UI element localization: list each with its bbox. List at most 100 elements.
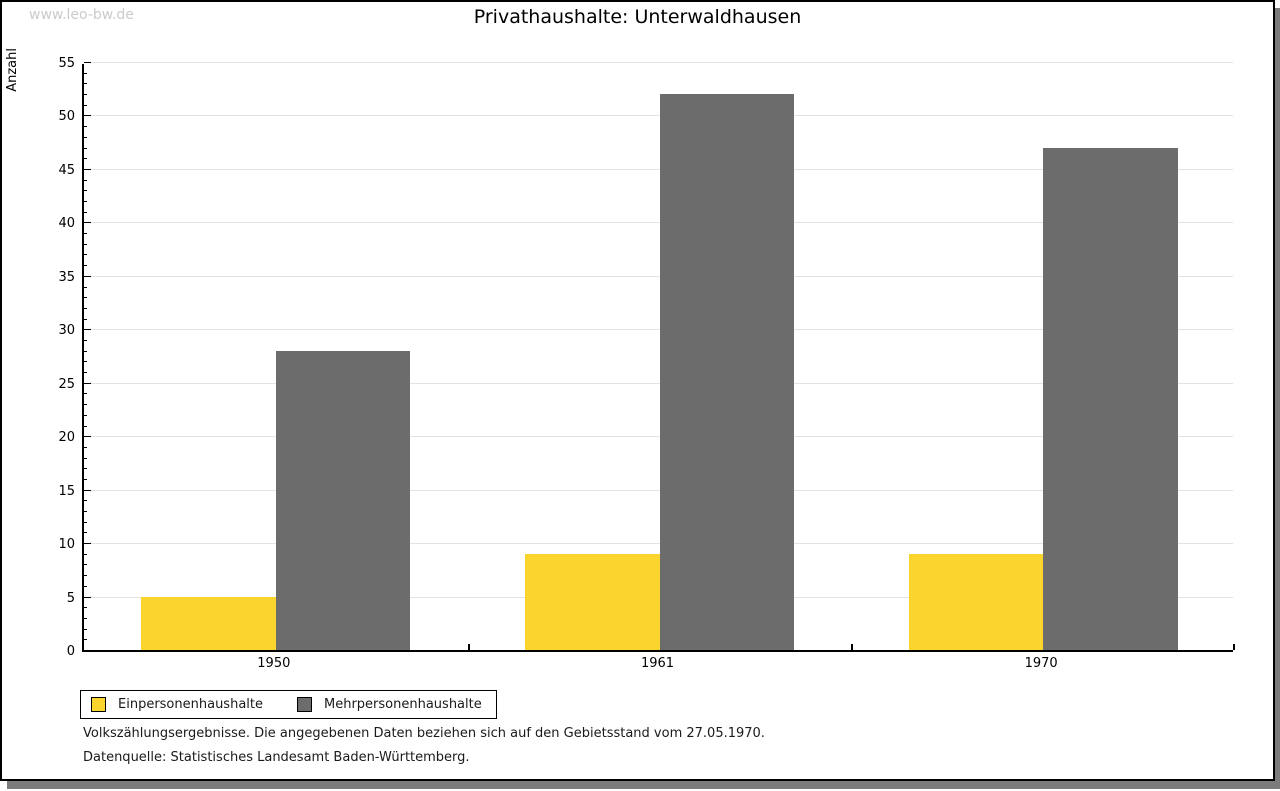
x-boundary-tick <box>851 644 853 650</box>
y-minor-tick <box>84 585 87 587</box>
x-tick-label-1970: 1970 <box>1024 656 1058 671</box>
y-minor-tick <box>84 104 87 106</box>
y-minor-tick <box>84 457 87 459</box>
y-minor-tick <box>84 211 87 213</box>
y-minor-tick <box>84 307 87 309</box>
y-minor-tick <box>84 564 87 566</box>
y-minor-tick <box>84 200 87 202</box>
y-minor-tick <box>84 265 87 267</box>
y-minor-tick <box>84 478 87 480</box>
bar-1970-mehrpersonen <box>1043 147 1178 650</box>
gridline <box>84 436 1233 438</box>
x-boundary-tick <box>1233 644 1235 650</box>
legend-label: Einpersonenhaushalte <box>118 697 263 712</box>
y-minor-tick <box>84 500 87 502</box>
gridline <box>84 382 1233 384</box>
y-major-tick <box>84 62 91 63</box>
y-major-tick <box>84 596 91 598</box>
y-tick-label: 20 <box>58 430 75 446</box>
legend-swatch-icon <box>91 697 106 712</box>
gridline <box>84 489 1233 491</box>
y-minor-tick <box>84 83 87 85</box>
y-minor-tick <box>84 393 87 395</box>
y-minor-tick <box>84 639 87 641</box>
y-minor-tick <box>84 318 87 320</box>
y-minor-tick <box>84 511 87 513</box>
y-major-tick <box>84 382 91 384</box>
y-tick-label: 35 <box>58 269 75 285</box>
y-minor-tick <box>84 553 87 555</box>
footnote-data-source: Datenquelle: Statistisches Landesamt Bad… <box>83 750 470 765</box>
y-minor-tick <box>84 575 87 577</box>
y-minor-tick <box>84 243 87 245</box>
y-minor-tick <box>84 286 87 288</box>
bar-1950-einpersonen <box>141 596 276 650</box>
y-minor-tick <box>84 532 87 534</box>
y-tick-label: 40 <box>58 216 75 232</box>
x-boundary-tick <box>468 644 470 650</box>
gridline <box>84 275 1233 277</box>
y-minor-tick <box>84 126 87 128</box>
y-tick-label: 15 <box>58 483 75 499</box>
y-minor-tick <box>84 94 87 96</box>
y-minor-tick <box>84 339 87 341</box>
y-major-tick <box>84 222 91 224</box>
bar-1961-einpersonen <box>525 553 660 650</box>
y-minor-tick <box>84 468 87 470</box>
y-minor-tick <box>84 190 87 192</box>
footnote-census-note: Volkszählungsergebnisse. Die angegebenen… <box>83 726 765 741</box>
gridline <box>84 168 1233 170</box>
y-minor-tick <box>84 361 87 363</box>
y-minor-tick <box>84 254 87 256</box>
y-minor-tick <box>84 179 87 181</box>
y-tick-label: 10 <box>58 537 75 553</box>
y-minor-tick <box>84 233 87 235</box>
y-minor-tick <box>84 425 87 427</box>
y-minor-tick <box>84 628 87 630</box>
y-minor-tick <box>84 72 87 74</box>
y-axis-label: Anzahl <box>5 48 20 92</box>
y-major-tick <box>84 275 91 277</box>
y-minor-tick <box>84 350 87 352</box>
gridline <box>84 543 1233 545</box>
y-tick-label: 25 <box>58 376 75 392</box>
watermark-link[interactable]: www.leo-bw.de <box>29 7 134 23</box>
y-minor-tick <box>84 446 87 448</box>
legend-box: Einpersonenhaushalte Mehrpersonenhaushalt… <box>80 690 497 719</box>
plot-area <box>82 62 1235 652</box>
x-tick-label-1950: 1950 <box>257 656 291 671</box>
y-minor-tick <box>84 147 87 149</box>
gridline <box>84 62 1233 63</box>
y-major-tick <box>84 168 91 170</box>
y-major-tick <box>84 543 91 545</box>
y-minor-tick <box>84 521 87 523</box>
bar-1950-mehrpersonen <box>275 350 411 650</box>
y-minor-tick <box>84 414 87 416</box>
chart-title: Privathaushalte: Unterwaldhausen <box>473 6 802 28</box>
y-minor-tick <box>84 607 87 609</box>
y-tick-label: 30 <box>58 323 75 339</box>
y-minor-tick <box>84 372 87 374</box>
y-minor-tick <box>84 136 87 138</box>
y-tick-label: 50 <box>58 109 75 125</box>
y-major-tick <box>84 436 91 438</box>
legend-item: Mehrpersonenhaushalte <box>297 697 482 712</box>
gridline <box>84 115 1233 117</box>
y-major-tick <box>84 115 91 117</box>
legend-label: Mehrpersonenhaushalte <box>324 697 482 712</box>
y-minor-tick <box>84 404 87 406</box>
gridline <box>84 329 1233 331</box>
y-tick-label: 0 <box>66 644 75 659</box>
y-minor-tick <box>84 297 87 299</box>
legend-item: Einpersonenhaushalte <box>91 697 263 712</box>
y-tick-label: 45 <box>58 162 75 178</box>
y-tick-label: 55 <box>58 56 75 71</box>
gridline <box>84 222 1233 224</box>
y-major-tick <box>84 489 91 491</box>
legend-swatch-icon <box>297 697 312 712</box>
y-minor-tick <box>84 617 87 619</box>
y-minor-tick <box>84 158 87 160</box>
y-tick-label: 5 <box>66 590 75 606</box>
bar-1961-mehrpersonen <box>659 94 794 650</box>
